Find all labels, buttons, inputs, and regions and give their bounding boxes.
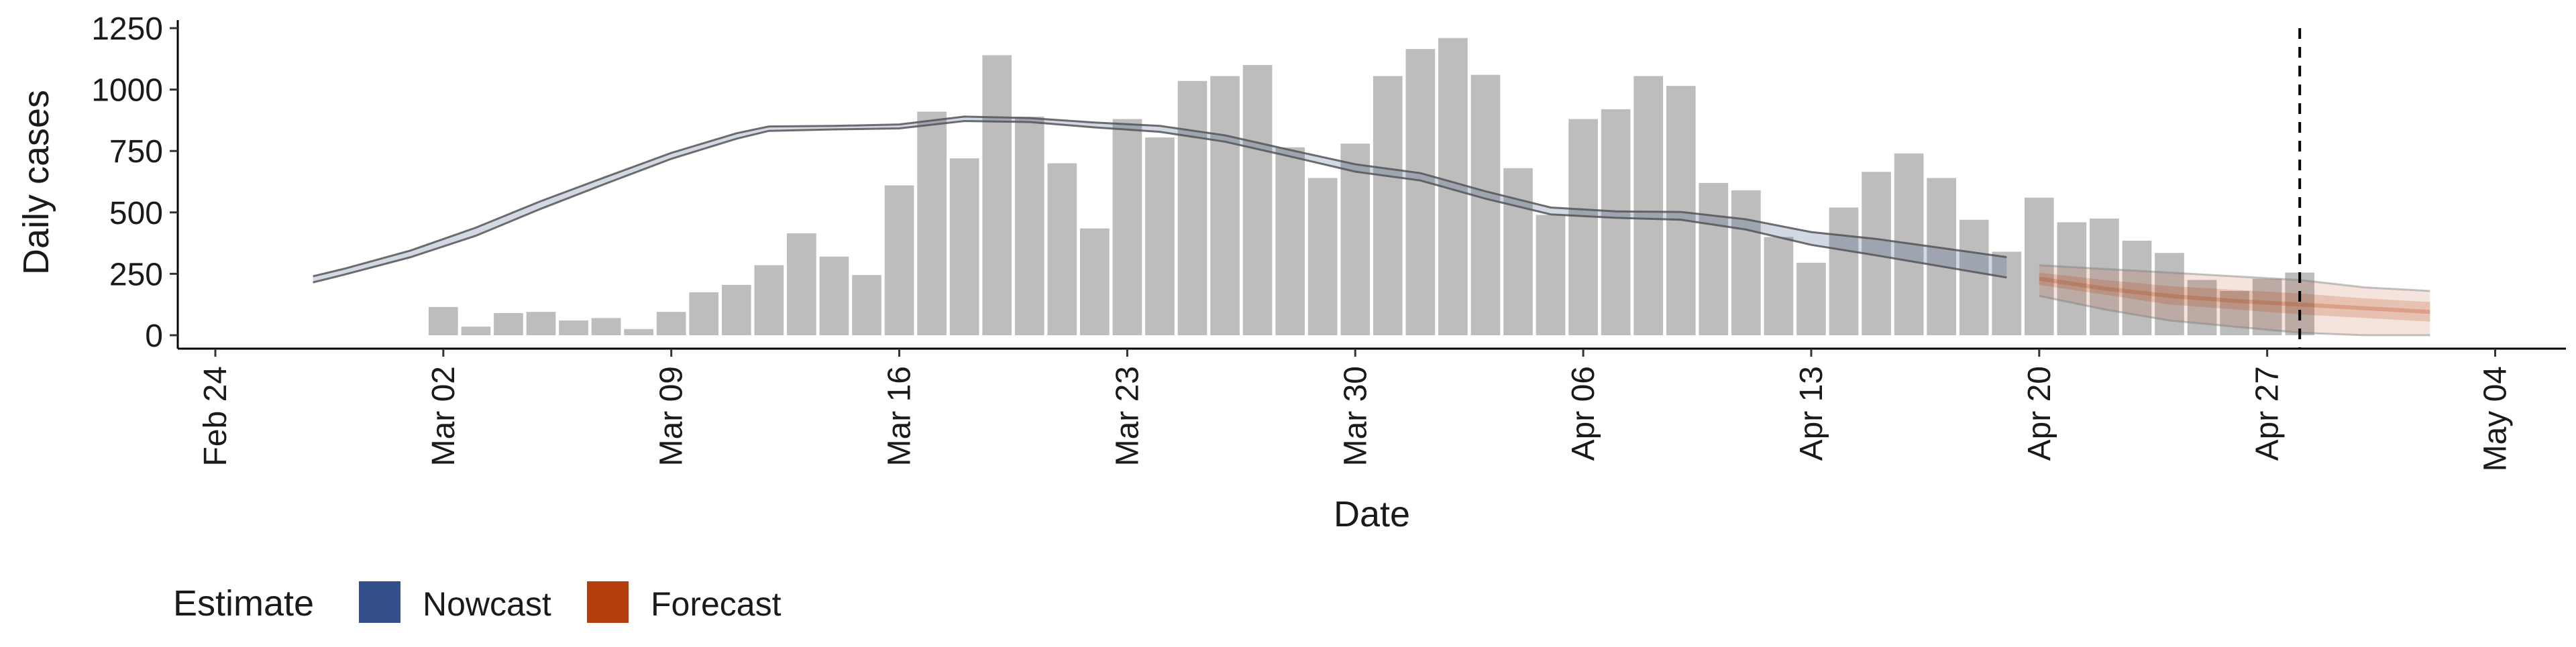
bar <box>2090 218 2119 335</box>
bar <box>2220 291 2249 335</box>
bar <box>1699 182 1729 335</box>
bar <box>2285 272 2315 335</box>
y-tick-label: 500 <box>109 196 163 231</box>
bar <box>787 233 816 335</box>
forecast-upper-line <box>2039 264 2430 292</box>
bar <box>1601 109 1631 336</box>
x-tick-label: Feb 24 <box>198 366 233 466</box>
bar <box>819 256 849 335</box>
x-tick-label: Mar 09 <box>654 366 690 466</box>
bar <box>2155 253 2184 335</box>
bar <box>982 55 1012 335</box>
x-tick-label: Mar 16 <box>882 366 918 466</box>
nowcast-upper-line <box>313 115 2007 278</box>
bar <box>526 312 556 335</box>
nowcast-lower-line <box>313 119 2007 284</box>
bar <box>1112 119 1142 335</box>
bar <box>754 265 784 335</box>
x-tick-label: Apr 27 <box>2250 366 2286 461</box>
bar <box>2187 280 2217 335</box>
bar <box>1666 86 1696 335</box>
y-tick-label: 0 <box>145 318 163 354</box>
bar <box>559 320 588 335</box>
bar <box>1405 49 1436 336</box>
bar <box>591 318 621 335</box>
axes-layer: 0 250 500 750 1000 1250 Feb 24 Mar 02 Mar 09 Mar … <box>91 11 2566 471</box>
bar <box>1731 190 1761 335</box>
bar <box>1470 74 1501 335</box>
bar <box>494 313 523 335</box>
y-tick-label: 1250 <box>91 11 163 47</box>
bar <box>429 306 458 335</box>
legend-swatch <box>359 581 400 623</box>
bar <box>1568 119 1598 335</box>
bar <box>624 329 653 335</box>
bar <box>2024 197 2054 335</box>
y-axis-label: Daily cases <box>16 90 56 275</box>
bar <box>2122 240 2152 335</box>
y-tick-label: 750 <box>109 134 163 170</box>
bar <box>1992 251 2022 335</box>
bar <box>1047 163 1077 335</box>
bar <box>461 327 491 335</box>
legend-label: Nowcast <box>423 585 551 623</box>
bar <box>1145 137 1175 335</box>
bar <box>1927 178 1956 335</box>
bar <box>1829 207 1859 335</box>
x-tick-label: Apr 13 <box>1794 366 1829 461</box>
bar <box>917 111 947 336</box>
legend-label: Forecast <box>651 585 782 623</box>
bar <box>1080 228 1110 335</box>
bar <box>1014 116 1044 336</box>
bar <box>1242 64 1273 336</box>
estimate-bands-layer <box>313 28 2430 349</box>
bar <box>1633 76 1664 335</box>
legend: Estimate Nowcast Forecast <box>173 581 782 624</box>
forecast-band-90 <box>2039 265 2430 335</box>
bar <box>852 275 881 335</box>
bar <box>1959 219 1989 335</box>
bars-layer <box>429 38 2315 336</box>
y-tick-label: 250 <box>109 257 163 292</box>
x-tick-label: Mar 30 <box>1338 366 1373 466</box>
x-tick-label: Mar 23 <box>1110 366 1145 466</box>
legend-swatch <box>587 581 629 623</box>
bar <box>1373 76 1403 335</box>
x-tick-label: Apr 06 <box>1566 366 1601 461</box>
bar <box>1275 147 1305 336</box>
bar <box>1503 168 1533 335</box>
x-tick-label: May 04 <box>2478 366 2514 471</box>
forecast-median-line <box>2039 276 2430 314</box>
bar <box>1340 143 1371 335</box>
bar <box>1210 76 1240 335</box>
bar <box>689 292 719 335</box>
bar <box>884 185 914 335</box>
forecast-band-50 <box>2039 272 2430 322</box>
bar <box>1536 215 1566 335</box>
x-tick-label: Apr 20 <box>2022 366 2057 461</box>
y-tick-label: 1000 <box>91 73 163 109</box>
bar <box>1764 237 1794 335</box>
bar <box>1177 80 1208 335</box>
bar <box>949 158 979 335</box>
bar <box>1796 262 1826 335</box>
forecast-lower-line <box>2039 294 2430 337</box>
bar <box>2057 222 2087 335</box>
bar <box>721 284 751 335</box>
x-axis-label: Date <box>1334 494 1410 534</box>
x-tick-label: Mar 02 <box>426 366 462 466</box>
legend-title: Estimate <box>173 583 314 624</box>
bar <box>2252 278 2282 335</box>
bar <box>656 312 686 335</box>
bar <box>1307 178 1338 335</box>
